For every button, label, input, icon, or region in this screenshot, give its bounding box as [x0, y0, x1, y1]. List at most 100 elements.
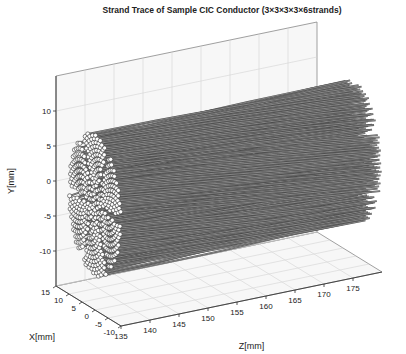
y-axis-label: Y[mm] [6, 168, 16, 194]
x-tick-label: 5 [72, 304, 77, 313]
x-tick-label: 0 [85, 312, 90, 321]
strand-marker [102, 261, 106, 265]
y-tick-label: 10 [42, 107, 51, 116]
y-tick [53, 216, 56, 217]
y-tick-label: 5 [47, 142, 52, 151]
z-tick [353, 278, 354, 281]
x-tick-label: -5 [95, 320, 103, 329]
strand-marker [112, 174, 116, 178]
strand-marker [109, 265, 113, 269]
strand-marker [118, 224, 122, 228]
strand-marker [103, 211, 107, 215]
strand-marker [113, 259, 117, 263]
strand [105, 120, 376, 148]
z-tick-label: 140 [143, 326, 157, 335]
strand-highlight [105, 120, 376, 148]
strand-marker [102, 153, 106, 157]
strand-marker [86, 171, 90, 175]
z-grid-line [201, 256, 266, 296]
x-axis [56, 286, 121, 326]
strand-highlight [111, 137, 380, 159]
z-tick [266, 296, 267, 299]
x-tick [53, 286, 56, 288]
strand-marker [78, 141, 82, 145]
strand-marker [116, 188, 120, 192]
strand-marker [112, 169, 116, 173]
strand-marker [98, 167, 102, 171]
strand-marker [119, 210, 123, 214]
z-tick-label: 160 [259, 302, 273, 311]
x-tick [79, 302, 82, 304]
y-tick [53, 251, 56, 252]
z-axis-label: Z[mm] [239, 341, 265, 351]
z-axis [121, 272, 382, 326]
x-axis-label: X[mm] [29, 332, 55, 342]
strand-marker [118, 202, 122, 206]
y-tick-label: 0 [47, 177, 52, 186]
axes: 135140145150155160165170175-10-5051015-1… [39, 76, 382, 341]
z-tick-label: 135 [114, 332, 128, 341]
x-tick [92, 310, 95, 312]
z-grid-line [259, 244, 324, 284]
strand-marker [109, 157, 113, 161]
z-tick [150, 320, 151, 323]
strand-marker [118, 232, 122, 236]
strand-marker [82, 154, 86, 158]
strand-marker [80, 244, 84, 248]
z-tick [295, 290, 296, 293]
strand-marker [110, 218, 114, 222]
z-tick-label: 145 [172, 320, 186, 329]
x-tick-label: 15 [41, 288, 50, 297]
z-grid-line [288, 238, 353, 278]
z-grid-line [85, 280, 150, 320]
conductor-face [68, 132, 123, 278]
z-tick [179, 314, 180, 317]
title: Strand Trace of Sample CIC Conductor (3×… [102, 5, 341, 15]
strand [118, 172, 381, 191]
x-tick [66, 294, 69, 296]
grid [56, 28, 382, 326]
z-tick [237, 302, 238, 305]
y-tick-label: -10 [39, 247, 51, 256]
z-tick [208, 308, 209, 311]
y-tick-label: -5 [44, 212, 52, 221]
strand-marker [102, 266, 106, 270]
z-grid-line [114, 274, 179, 314]
conductor [70, 80, 382, 276]
strand-marker [109, 163, 113, 167]
strand-marker [104, 272, 108, 276]
z-grid-line [172, 262, 237, 302]
z-tick [324, 284, 325, 287]
strand-marker [101, 160, 105, 164]
strand-marker [100, 252, 104, 256]
x-tick [118, 326, 121, 328]
strand-highlight [112, 143, 380, 165]
x-tick-label: 10 [54, 296, 63, 305]
z-tick-label: 170 [317, 290, 331, 299]
strand-marker [106, 216, 110, 220]
strand-marker [98, 139, 102, 143]
chart-root: 135140145150155160165170175-10-5051015-1… [0, 0, 406, 354]
strand-marker [114, 181, 118, 185]
strand-marker [116, 243, 120, 247]
y-tick [53, 146, 56, 147]
z-grid-line [143, 268, 208, 308]
strand-marker [97, 238, 101, 242]
z-tick-label: 175 [346, 284, 360, 293]
y-tick [53, 181, 56, 182]
background [0, 0, 406, 354]
chart: 135140145150155160165170175-10-5051015-1… [0, 0, 406, 354]
strand-marker [82, 199, 86, 203]
y-tick [53, 111, 56, 112]
strand-marker [103, 146, 107, 150]
strand-highlight [118, 172, 381, 191]
x-grid-line [108, 264, 369, 318]
z-tick-label: 165 [288, 296, 302, 305]
z-grid-line [230, 250, 295, 290]
strand-marker [116, 194, 120, 198]
strand-marker [82, 238, 86, 242]
x-grid-line [121, 272, 382, 326]
strand [111, 137, 380, 159]
z-tick-label: 150 [201, 314, 215, 323]
strand-marker [80, 147, 84, 151]
